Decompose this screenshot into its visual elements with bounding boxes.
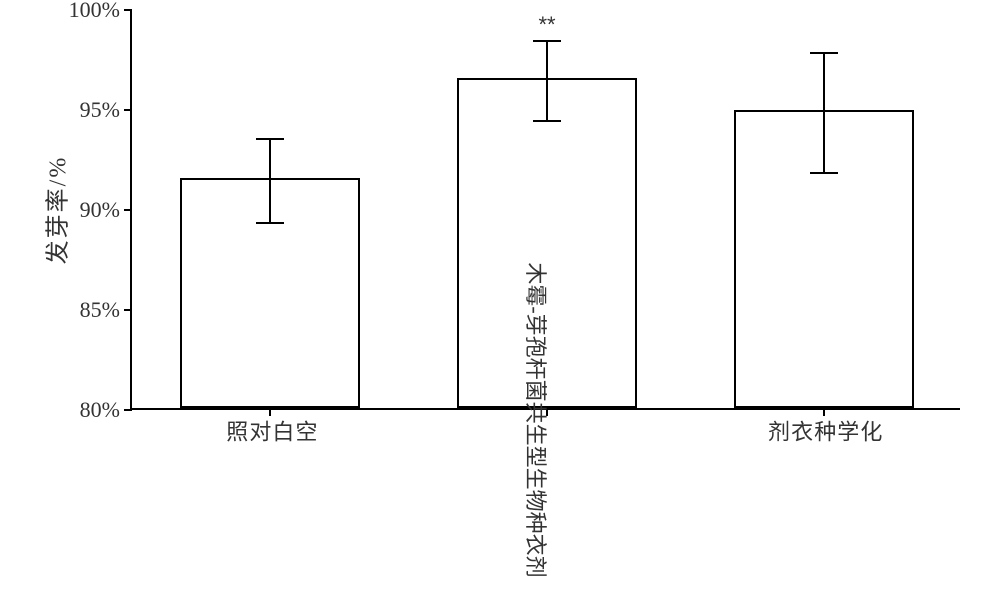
error-cap	[533, 40, 561, 42]
error-cap	[256, 138, 284, 140]
error-bar	[269, 138, 271, 222]
chart-container: 发芽率/% 80%85%90%95%100%空白对照**木霉-芽孢杆菌共生型生物…	[0, 0, 1000, 593]
y-tick-label: 100%	[69, 0, 132, 23]
x-tick-label: 空白对照	[224, 408, 316, 443]
y-tick-label: 95%	[80, 97, 132, 123]
x-tick-label: 木霉-芽孢杆菌共生型生物种衣剂	[524, 262, 547, 577]
y-tick-label: 90%	[80, 197, 132, 223]
y-tick-label: 85%	[80, 297, 132, 323]
plot-area: 80%85%90%95%100%空白对照**木霉-芽孢杆菌共生型生物种衣剂化学种…	[130, 10, 960, 410]
error-cap	[256, 222, 284, 224]
x-tick-label: 化学种衣剂	[766, 408, 881, 443]
y-tick-label: 80%	[80, 397, 132, 423]
error-bar	[823, 52, 825, 172]
error-cap	[533, 120, 561, 122]
error-bar	[546, 40, 548, 120]
y-axis-title: 发芽率/%	[38, 156, 73, 265]
error-cap	[810, 172, 838, 174]
error-cap	[810, 52, 838, 54]
significance-marker: **	[538, 12, 555, 38]
